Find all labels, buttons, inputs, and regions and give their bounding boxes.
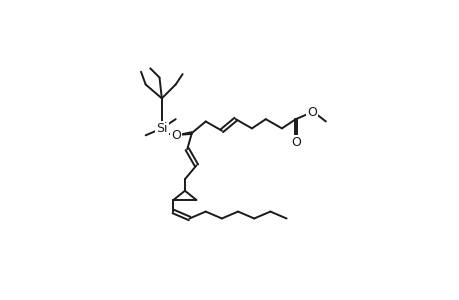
- Text: Si: Si: [156, 122, 167, 135]
- Text: O: O: [290, 136, 300, 149]
- Text: O: O: [170, 129, 180, 142]
- Text: O: O: [306, 106, 316, 119]
- Polygon shape: [175, 132, 191, 135]
